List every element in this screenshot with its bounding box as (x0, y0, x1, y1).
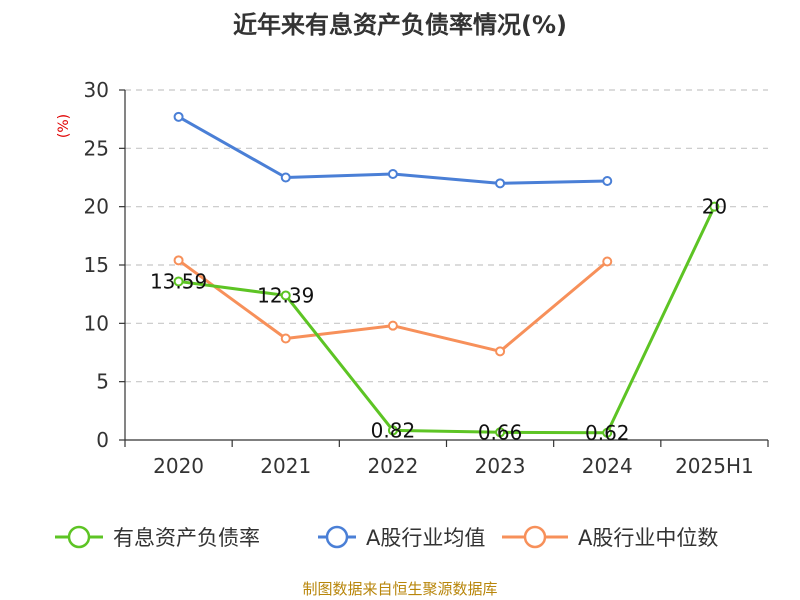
data-labels: 13.59 12.39 0.82 0.66 0.62 20 (150, 195, 727, 445)
data-point (387, 169, 398, 179)
data-point (495, 346, 506, 357)
series-line-2 (177, 259, 609, 353)
x-tick-labels: 2020 2021 2022 2023 2024 2025H1 (153, 454, 754, 478)
legend-marker (523, 525, 547, 549)
data-point (280, 333, 291, 344)
y-tick-label: 5 (96, 370, 109, 394)
data-point (602, 256, 613, 267)
data-point (387, 425, 398, 436)
x-tick-label: 2024 (582, 454, 633, 478)
legend-label: A股行业均值 (366, 526, 485, 550)
y-tick-label: 25 (84, 136, 109, 160)
x-tick-label: 2020 (153, 454, 204, 478)
data-point (280, 172, 291, 183)
y-tick-label: 0 (96, 428, 109, 452)
chart-title: 近年来有息资产负债率情况(%) (233, 11, 567, 39)
series-line-0 (178, 206, 716, 435)
series-lines (173, 111, 720, 438)
legend: 有息资产负债率 A股行业均值 A股行业中位数 (55, 525, 718, 550)
data-point (602, 427, 613, 438)
data-label: 0.82 (371, 418, 416, 442)
data-label: 0.62 (585, 421, 630, 445)
legend-marker (67, 525, 91, 549)
y-tick-label: 15 (84, 253, 109, 277)
data-label: 0.66 (478, 420, 523, 444)
x-tick-label: 2021 (260, 454, 311, 478)
source-note: 制图数据来自恒生聚源数据库 (302, 580, 497, 598)
data-point (173, 276, 184, 287)
data-point (495, 427, 506, 438)
data-point (709, 201, 720, 212)
y-tick-label: 30 (84, 78, 109, 102)
y-axis-unit: (%) (56, 114, 72, 138)
data-point (602, 176, 613, 186)
grid-lines (125, 89, 768, 383)
y-tick-label: 10 (84, 311, 109, 335)
y-tick-label: 20 (84, 195, 109, 219)
data-point (173, 111, 184, 122)
data-label: 12.39 (257, 283, 314, 307)
data-point (173, 255, 184, 266)
x-tick-label: 2023 (475, 454, 526, 478)
x-tick-label: 2022 (367, 454, 418, 478)
data-point (280, 290, 291, 301)
y-tick-labels: 0 5 10 15 20 25 30 (84, 78, 109, 452)
data-label: 20 (702, 195, 727, 219)
data-point (387, 320, 398, 331)
legend-marker (325, 525, 349, 549)
x-tick-label: 2025H1 (675, 454, 754, 478)
axes (119, 89, 769, 447)
data-point (495, 178, 506, 189)
legend-label: A股行业中位数 (578, 526, 718, 550)
data-label: 13.59 (150, 269, 207, 293)
legend-label: 有息资产负债率 (113, 526, 260, 550)
